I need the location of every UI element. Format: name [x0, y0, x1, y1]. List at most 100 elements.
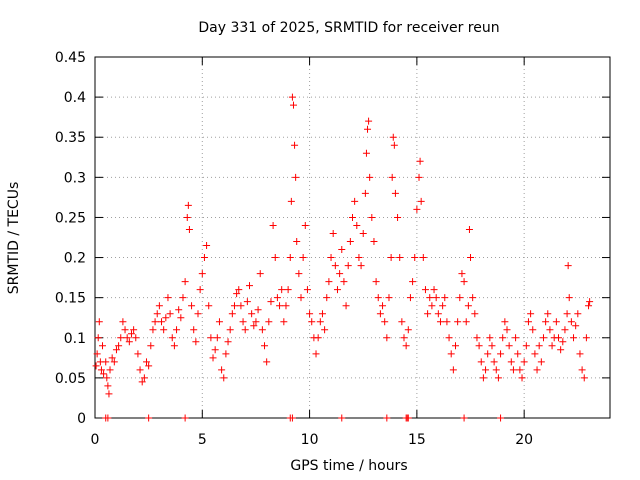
- data-point: [402, 342, 410, 350]
- data-point: [138, 378, 146, 386]
- data-point: [406, 294, 414, 302]
- data-point: [383, 334, 391, 342]
- data-point: [299, 254, 307, 262]
- data-point: [522, 342, 530, 350]
- data-point: [184, 201, 192, 209]
- data-point: [196, 286, 204, 294]
- data-point: [505, 342, 513, 350]
- data-point: [276, 302, 284, 310]
- grid: [95, 57, 610, 418]
- data-point: [175, 306, 183, 314]
- data-point: [149, 326, 157, 334]
- data-point: [108, 354, 116, 362]
- data-point: [119, 318, 127, 326]
- data-point: [390, 141, 398, 149]
- data-point: [228, 310, 236, 318]
- data-point: [179, 294, 187, 302]
- data-point: [404, 326, 412, 334]
- data-point: [233, 290, 241, 298]
- data-point: [200, 254, 208, 262]
- data-point: [308, 318, 316, 326]
- data-point: [492, 366, 500, 374]
- data-point: [203, 242, 211, 250]
- x-tick-label: 0: [91, 432, 100, 448]
- data-point: [368, 213, 376, 221]
- data-point: [473, 334, 481, 342]
- data-point: [497, 414, 505, 422]
- data-point: [456, 294, 464, 302]
- data-point: [100, 370, 108, 378]
- data-point: [164, 294, 172, 302]
- data-point: [333, 286, 341, 294]
- data-point: [243, 298, 251, 306]
- data-point: [477, 358, 485, 366]
- data-point: [570, 334, 578, 342]
- data-point: [533, 366, 541, 374]
- y-tick-label: 0.45: [55, 50, 86, 66]
- data-point: [213, 334, 221, 342]
- data-point: [576, 350, 584, 358]
- data-point: [151, 318, 159, 326]
- data-point: [426, 294, 434, 302]
- data-point: [494, 374, 502, 382]
- data-point: [441, 294, 449, 302]
- data-point: [325, 278, 333, 286]
- data-point: [181, 414, 189, 422]
- data-point: [263, 358, 271, 366]
- data-point: [364, 125, 372, 133]
- data-point: [557, 346, 565, 354]
- data-point: [411, 254, 419, 262]
- data-point: [102, 358, 110, 366]
- data-point: [226, 326, 234, 334]
- data-point: [104, 414, 112, 422]
- data-point: [168, 334, 176, 342]
- data-point: [471, 310, 479, 318]
- data-point: [284, 286, 292, 294]
- chart-title: Day 331 of 2025, SRMTID for receiver reu…: [198, 20, 499, 36]
- data-point: [125, 338, 133, 346]
- data-point: [250, 322, 258, 330]
- data-point: [434, 310, 442, 318]
- data-point: [424, 310, 432, 318]
- data-point: [327, 254, 335, 262]
- x-axis: 0 5 10 15 20: [91, 57, 533, 448]
- data-point: [580, 374, 588, 382]
- data-point: [162, 314, 170, 322]
- data-point: [106, 366, 114, 374]
- data-point: [421, 286, 429, 294]
- data-point: [241, 326, 249, 334]
- data-point: [432, 294, 440, 302]
- data-point: [267, 298, 275, 306]
- data-point: [436, 318, 444, 326]
- data-point: [190, 326, 198, 334]
- x-tick-label: 10: [301, 432, 319, 448]
- x-tick-label: 5: [198, 432, 207, 448]
- data-point: [160, 326, 168, 334]
- data-point: [170, 342, 178, 350]
- data-point: [383, 414, 391, 422]
- data-point: [443, 318, 451, 326]
- data-point: [388, 173, 396, 181]
- data-point: [586, 298, 594, 306]
- data-point: [385, 294, 393, 302]
- data-point: [269, 221, 277, 229]
- data-point: [357, 262, 365, 270]
- data-point: [278, 286, 286, 294]
- data-point: [497, 350, 505, 358]
- data-point: [121, 326, 129, 334]
- data-point: [355, 254, 363, 262]
- data-point: [97, 366, 105, 374]
- data-point: [400, 334, 408, 342]
- data-point: [218, 366, 226, 374]
- data-point: [312, 350, 320, 358]
- data-point: [258, 326, 266, 334]
- data-point: [112, 346, 120, 354]
- data-point: [359, 229, 367, 237]
- data-point: [552, 318, 560, 326]
- data-point: [372, 278, 380, 286]
- data-point: [153, 310, 161, 318]
- data-point: [130, 326, 138, 334]
- data-point: [452, 342, 459, 350]
- y-tick-label: 0.3: [64, 170, 86, 186]
